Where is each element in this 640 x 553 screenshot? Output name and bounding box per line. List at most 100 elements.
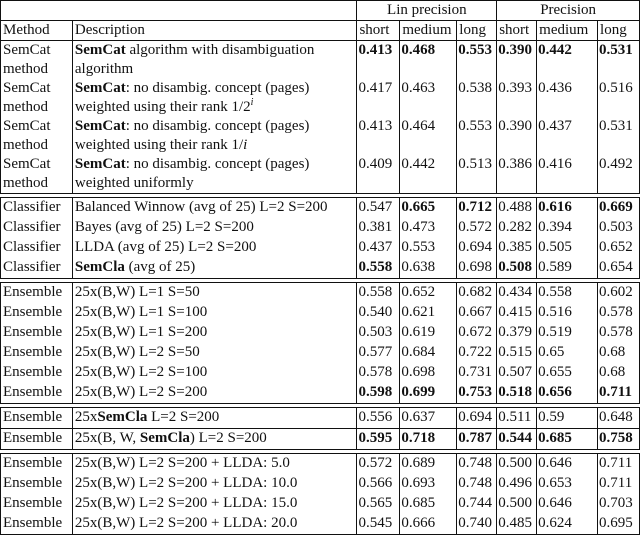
method-cell: Ensemble [0,474,73,494]
method-cell: SemCat method [0,155,73,194]
method-cell: Ensemble [0,494,73,514]
row-group: Classifier Balanced Winnow (avg of 25) L=… [0,197,640,279]
value-cell: 0.531 [597,40,640,79]
description-text: : no disambig. concept (pages) weighted … [74,156,310,191]
value-cell: 0.684 [399,343,458,363]
value-cell: 0.694 [456,407,498,429]
value-cell: 0.621 [399,303,458,323]
description-cell: 25x(B,W) L=1 S=50 [71,282,358,303]
value-cell: 0.394 [536,218,599,238]
value-cell: 0.416 [536,155,599,194]
value-cell: 0.656 [536,383,599,404]
description-text: 25x(B,W) L=2 S=200 [74,384,208,400]
value-cell: 0.540 [356,303,401,323]
value-cell: 0.731 [456,363,498,383]
value-cell: 0.740 [456,514,498,535]
value-cell: 0.669 [597,197,640,218]
row-group: Ensemble 25x(B,W) L=2 S=200 + LLDA: 5.0 0.… [0,453,640,535]
value-cell: 0.507 [496,363,538,383]
method-cell: Classifier [0,258,73,279]
value-cell: 0.505 [536,238,599,258]
value-cell: 0.496 [496,474,538,494]
method-cell: Ensemble [0,282,73,303]
value-cell: 0.566 [356,474,401,494]
table-row: Classifier LLDA (avg of 25) L=2 S=200 0.43… [0,238,640,258]
value-cell: 0.553 [399,238,458,258]
table-row: Ensemble 25x(B,W) L=2 S=200 + LLDA: 20.0 0… [0,514,640,535]
header-short: short [496,20,538,41]
value-cell: 0.545 [356,514,401,535]
description-cell: SemCat: no disambig. concept (pages) wei… [71,79,358,117]
value-cell: 0.492 [597,155,640,194]
value-cell: 0.672 [456,323,498,343]
row-group: Ensemble 25x(B,W) L=1 S=50 0.558 0.652 0.682… [0,282,640,404]
description-text: i [250,97,254,108]
value-cell: 0.558 [536,282,599,303]
value-cell: 0.553 [456,40,498,79]
table-row: Classifier SemCla (avg of 25) 0.558 0.638 0.… [0,258,640,279]
value-cell: 0.744 [456,494,498,514]
value-cell: 0.386 [496,155,538,194]
value-cell: 0.393 [496,79,538,117]
header-blank [0,0,358,21]
description-text: Bayes (avg of 25) L=2 S=200 [74,219,254,235]
results-table: Lin precision Precision Method Descripti… [0,0,640,535]
value-cell: 0.578 [597,323,640,343]
description-cell: Balanced Winnow (avg of 25) L=2 S=200 [71,197,358,218]
header-medium: medium [536,20,599,41]
table-row: Ensemble 25x(B,W) L=2 S=50 0.577 0.684 0.722… [0,343,640,363]
value-cell: 0.646 [536,494,599,514]
method-cell: SemCat method [0,40,73,79]
description-text: SemCla [139,430,190,446]
value-cell: 0.685 [536,428,599,450]
description-text: : no disambig. concept (pages) weighted … [74,80,310,115]
method-cell: SemCat method [0,117,73,155]
value-cell: 0.616 [536,197,599,218]
description-text: 25x(B,W) L=1 S=200 [74,324,208,340]
value-cell: 0.282 [496,218,538,238]
value-cell: 0.572 [456,218,498,238]
value-cell: 0.712 [456,197,498,218]
description-text: : no disambig. concept (pages) weighted … [74,118,310,153]
table-row: Classifier Bayes (avg of 25) L=2 S=200 0.3… [0,218,640,238]
description-text: 25x [74,409,98,425]
method-cell: Classifier [0,238,73,258]
method-cell: SemCat method [0,79,73,117]
table-row: Ensemble 25x(B,W) L=2 S=200 + LLDA: 5.0 0.… [0,453,640,474]
method-cell: Classifier [0,218,73,238]
description-text: SemCat [74,42,126,58]
description-cell: 25x(B,W) L=1 S=100 [71,303,358,323]
method-cell: Ensemble [0,428,73,450]
value-cell: 0.602 [597,282,640,303]
table-row: Ensemble 25x(B,W) L=2 S=100 0.578 0.698 0.73… [0,363,640,383]
description-cell: SemCat: no disambig. concept (pages) wei… [71,117,358,155]
value-cell: 0.637 [399,407,458,429]
value-cell: 0.565 [356,494,401,514]
value-cell: 0.65 [536,343,599,363]
value-cell: 0.578 [356,363,401,383]
value-cell: 0.390 [496,40,538,79]
value-cell: 0.417 [356,79,401,117]
value-cell: 0.381 [356,218,401,238]
value-cell: 0.619 [399,323,458,343]
value-cell: 0.695 [597,514,640,535]
description-cell: 25x(B,W) L=2 S=200 + LLDA: 10.0 [71,474,358,494]
description-text: SemCla [74,259,125,275]
description-cell: 25xSemCla L=2 S=200 [71,407,358,429]
table-row: SemCat method SemCat: no disambig. concep… [0,79,640,117]
value-cell: 0.385 [496,238,538,258]
value-cell: 0.437 [356,238,401,258]
value-cell: 0.488 [496,197,538,218]
value-cell: 0.516 [536,303,599,323]
description-cell: SemCat: no disambig. concept (pages) wei… [71,155,358,194]
description-cell: 25x(B,W) L=2 S=100 [71,363,358,383]
method-cell: Ensemble [0,453,73,474]
table-row: SemCat method SemCat: no disambig. concep… [0,155,640,194]
table-row: Ensemble 25x(B,W) L=1 S=200 0.503 0.619 0.67… [0,323,640,343]
header-medium: medium [399,20,458,41]
header-short: short [356,20,401,41]
value-cell: 0.652 [399,282,458,303]
value-cell: 0.699 [399,383,458,404]
value-cell: 0.468 [399,40,458,79]
description-text: 25x(B,W) L=2 S=200 + LLDA: 10.0 [74,475,298,491]
